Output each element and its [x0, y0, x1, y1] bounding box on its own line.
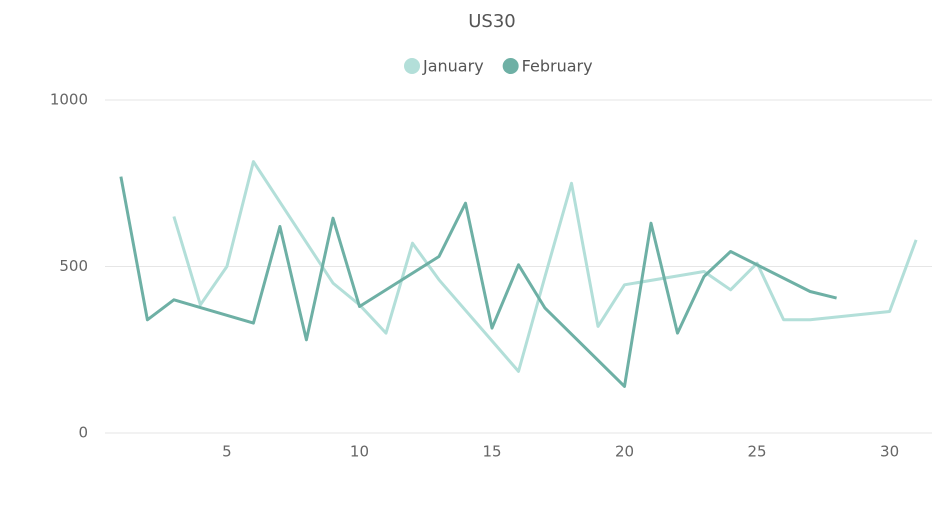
- legend: January February: [404, 57, 593, 76]
- x-tick-label: 25: [748, 443, 767, 461]
- legend-marker: [404, 58, 420, 74]
- x-tick-label: 5: [222, 443, 232, 461]
- legend-label: February: [522, 57, 593, 76]
- series-line: [119, 176, 837, 388]
- x-tick-label: 15: [482, 443, 501, 461]
- x-tick-label: 10: [350, 443, 369, 461]
- x-tick-label: 30: [880, 443, 899, 461]
- y-tick-label: 0: [78, 424, 88, 442]
- y-tick-label: 500: [59, 257, 88, 275]
- series-line: [172, 160, 918, 373]
- legend-marker: [502, 58, 519, 74]
- legend-label: January: [422, 57, 484, 76]
- y-tick-label: 1000: [50, 91, 88, 109]
- x-tick-label: 20: [615, 443, 634, 461]
- chart-title: US30: [468, 11, 516, 32]
